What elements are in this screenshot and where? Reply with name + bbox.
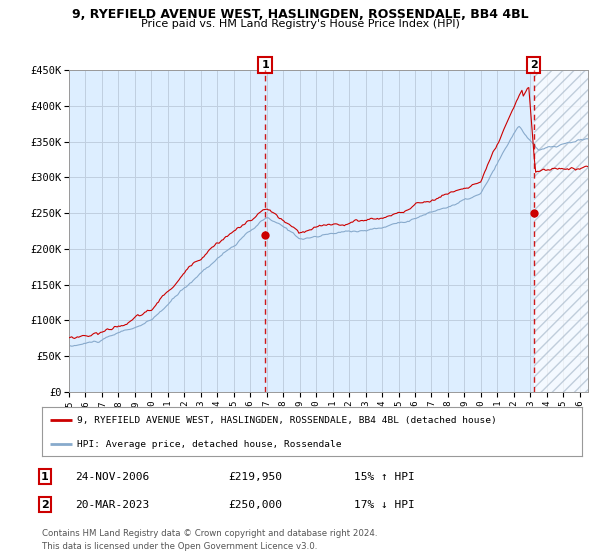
Text: 9, RYEFIELD AVENUE WEST, HASLINGDEN, ROSSENDALE, BB4 4BL (detached house): 9, RYEFIELD AVENUE WEST, HASLINGDEN, ROS… <box>77 416 497 425</box>
Text: 2: 2 <box>41 500 49 510</box>
Text: 1: 1 <box>41 472 49 482</box>
Text: 15% ↑ HPI: 15% ↑ HPI <box>354 472 415 482</box>
Text: 17% ↓ HPI: 17% ↓ HPI <box>354 500 415 510</box>
Text: 9, RYEFIELD AVENUE WEST, HASLINGDEN, ROSSENDALE, BB4 4BL: 9, RYEFIELD AVENUE WEST, HASLINGDEN, ROS… <box>71 8 529 21</box>
Text: 24-NOV-2006: 24-NOV-2006 <box>75 472 149 482</box>
Bar <box>534 70 588 392</box>
Text: This data is licensed under the Open Government Licence v3.0.: This data is licensed under the Open Gov… <box>42 542 317 551</box>
Text: 1: 1 <box>261 60 269 70</box>
Text: £219,950: £219,950 <box>228 472 282 482</box>
Text: 20-MAR-2023: 20-MAR-2023 <box>75 500 149 510</box>
Text: HPI: Average price, detached house, Rossendale: HPI: Average price, detached house, Ross… <box>77 440 341 449</box>
Text: 2: 2 <box>530 60 538 70</box>
Text: Contains HM Land Registry data © Crown copyright and database right 2024.: Contains HM Land Registry data © Crown c… <box>42 529 377 538</box>
Text: £250,000: £250,000 <box>228 500 282 510</box>
Text: Price paid vs. HM Land Registry's House Price Index (HPI): Price paid vs. HM Land Registry's House … <box>140 19 460 29</box>
